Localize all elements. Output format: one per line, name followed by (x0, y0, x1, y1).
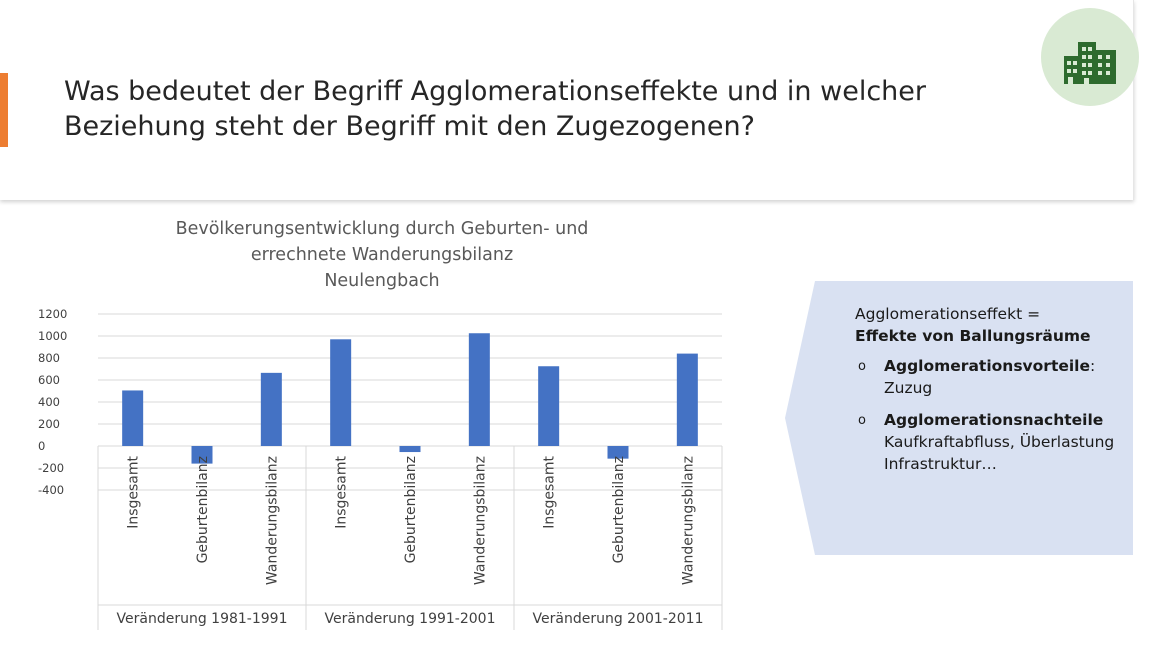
x-category-label: Geburtenbilanz (403, 456, 419, 563)
chart-title-line: Neulengbach (324, 271, 439, 291)
x-group-label: Veränderung 1991-2001 (325, 611, 496, 627)
y-tick-label: -400 (38, 483, 64, 497)
bar (122, 390, 144, 446)
title-band (0, 0, 1134, 200)
buildings-icon (1064, 42, 1116, 84)
x-category-label: Wanderungsbilanz (680, 456, 696, 585)
x-category-label: Wanderungsbilanz (264, 456, 280, 585)
x-axis-groups: Veränderung 1981-1991 Veränderung 1991-20… (97, 446, 723, 630)
callout-item-text: Zuzug (884, 379, 933, 397)
bar (538, 366, 560, 446)
badge (1041, 8, 1139, 106)
chart-title-line: errechnete Wanderungsbilanz (251, 245, 513, 265)
y-tick-label: 1000 (38, 329, 67, 343)
chart-gridlines (98, 313, 722, 491)
title-accent-bar (0, 73, 8, 147)
slide-title: Was bedeutet der Begriff Agglomerationse… (64, 76, 926, 142)
y-tick-label: 0 (38, 439, 45, 453)
bullet-icon: o (858, 413, 866, 428)
callout-item-bold: Agglomerationsnachteile (884, 411, 1104, 429)
y-axis-ticks: -400 -200 0 200 400 600 800 1000 1200 (38, 307, 67, 497)
population-chart: Bevölkerungsentwicklung durch Geburten- … (38, 219, 723, 630)
callout-list: o Agglomerationsvorteile: Zuzug o Agglom… (855, 355, 1130, 475)
bullet-icon: o (858, 359, 866, 374)
bar (468, 333, 490, 446)
bar (191, 446, 213, 464)
x-category-label: Geburtenbilanz (611, 456, 627, 563)
callout-item-vorteile: o Agglomerationsvorteile: Zuzug (855, 355, 1130, 399)
y-tick-label: 400 (38, 395, 60, 409)
callout-item-suffix: : (1090, 357, 1096, 375)
callout-item-bold: Agglomerationsvorteile (884, 357, 1091, 375)
chart-title-line: Bevölkerungsentwicklung durch Geburten- … (176, 219, 589, 239)
bar (399, 446, 421, 453)
x-category-label: Insgesamt (126, 455, 142, 528)
bar (607, 446, 629, 459)
y-tick-label: 800 (38, 351, 60, 365)
callout-line-1: Agglomerationseffekt = (855, 305, 1041, 323)
bar (676, 353, 698, 446)
y-tick-label: 200 (38, 417, 60, 431)
callout-text: Agglomerationseffekt = Effekte von Ballu… (855, 303, 1130, 485)
x-group-label: Veränderung 1981-1991 (117, 611, 288, 627)
chart-bars (122, 333, 698, 464)
x-category-label: Insgesamt (542, 455, 558, 528)
chart-title: Bevölkerungsentwicklung durch Geburten- … (176, 219, 589, 291)
x-category-label: Geburtenbilanz (195, 456, 211, 563)
x-group-label: Veränderung 2001-2011 (533, 611, 704, 627)
y-tick-label: 600 (38, 373, 60, 387)
bar (260, 372, 282, 446)
y-tick-label: 1200 (38, 307, 67, 321)
callout-item-text: Kaufkraftabfluss, Überlastung Infrastruk… (884, 433, 1115, 473)
callout-item-nachteile: o Agglomerationsnachteile Kaufkraftabflu… (855, 409, 1130, 475)
x-category-label: Insgesamt (334, 455, 350, 528)
callout-line-2: Effekte von Ballungsräume (855, 327, 1091, 345)
x-axis-categories: Insgesamt Geburtenbilanz Wanderungsbilanz I… (126, 455, 697, 585)
y-tick-label: -200 (38, 461, 64, 475)
callout-box (785, 281, 1133, 555)
bar (330, 339, 352, 446)
x-category-label: Wanderungsbilanz (472, 456, 488, 585)
